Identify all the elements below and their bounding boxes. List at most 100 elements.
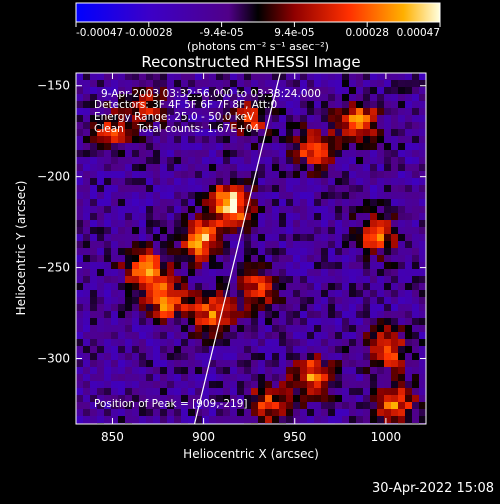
heatmap-cell — [405, 178, 413, 186]
heatmap-cell — [167, 220, 175, 228]
heatmap-cell — [419, 241, 426, 249]
heatmap-cell — [363, 178, 371, 186]
heatmap-cell — [377, 206, 385, 214]
heatmap-cell — [223, 227, 231, 235]
heatmap-cell — [321, 262, 329, 270]
heatmap-cell — [195, 136, 203, 144]
heatmap-cell — [279, 213, 287, 221]
heatmap-cell — [307, 346, 315, 354]
heatmap-cell — [412, 115, 420, 123]
heatmap-cell — [328, 220, 336, 228]
heatmap-cell — [258, 409, 266, 417]
heatmap-cell — [307, 136, 315, 144]
heatmap-cell — [391, 409, 399, 417]
heatmap-cell — [377, 262, 385, 270]
heatmap-cell — [258, 178, 266, 186]
heatmap-cell — [202, 269, 210, 277]
heatmap-cell — [272, 129, 280, 137]
heatmap-cell — [174, 87, 182, 95]
heatmap-cell — [125, 276, 133, 284]
heatmap-cell — [146, 122, 154, 130]
heatmap-cell — [314, 353, 322, 361]
heatmap-cell — [384, 157, 392, 165]
heatmap-cell — [370, 94, 378, 102]
heatmap-cell — [188, 297, 196, 305]
heatmap-cell — [293, 262, 301, 270]
heatmap-cell — [111, 150, 119, 158]
heatmap-cell — [251, 409, 259, 417]
heatmap-cell — [356, 262, 364, 270]
heatmap-cell — [202, 157, 210, 165]
heatmap-cell — [398, 213, 406, 221]
heatmap-cell — [223, 332, 231, 340]
heatmap-cell — [286, 360, 294, 368]
heatmap-cell — [118, 409, 126, 417]
heatmap-cell — [265, 395, 273, 403]
heatmap-cell — [132, 395, 140, 403]
plot-frame — [75, 72, 427, 425]
heatmap-cell — [272, 332, 280, 340]
heatmap-cell — [265, 367, 273, 375]
heatmap-cell — [412, 220, 420, 228]
heatmap-cell — [132, 339, 140, 347]
heatmap-cell — [384, 388, 392, 396]
heatmap-cell — [377, 108, 385, 116]
heatmap-cell — [384, 80, 392, 88]
heatmap-cell — [405, 318, 413, 326]
heatmap-cell — [328, 87, 336, 95]
heatmap-cell — [181, 318, 189, 326]
heatmap-cell — [391, 171, 399, 179]
heatmap-cell — [125, 360, 133, 368]
heatmap-cell — [237, 311, 245, 319]
heatmap-cell — [153, 80, 161, 88]
heatmap-cell — [251, 164, 259, 172]
heatmap-cell — [293, 115, 301, 123]
heatmap-cell — [209, 164, 217, 172]
heatmap-cell — [314, 395, 322, 403]
heatmap-cell — [405, 80, 413, 88]
heatmap-cell — [265, 136, 273, 144]
heatmap-cell — [321, 395, 329, 403]
heatmap-cell — [139, 339, 147, 347]
heatmap-cell — [216, 227, 224, 235]
heatmap-cell — [328, 395, 336, 403]
heatmap-cell — [216, 73, 224, 81]
heatmap-cell — [230, 143, 238, 151]
heatmap-cell — [412, 101, 420, 109]
heatmap-cell — [265, 304, 273, 312]
heatmap-cell — [153, 136, 161, 144]
heatmap-cell — [202, 332, 210, 340]
heatmap-cell — [244, 416, 252, 424]
heatmap-cell — [167, 381, 175, 389]
heatmap-cell — [335, 206, 343, 214]
heatmap-cell — [90, 73, 98, 81]
annotation-detectors: Detectors: 3F 4F 5F 6F 7F 8F, Att:0 — [94, 99, 277, 111]
heatmap-cell — [265, 171, 273, 179]
heatmap-cell — [398, 304, 406, 312]
heatmap-cell — [335, 367, 343, 375]
heatmap-cell — [377, 227, 385, 235]
heatmap-cell — [370, 150, 378, 158]
heatmap-cell — [188, 346, 196, 354]
heatmap-cell — [405, 367, 413, 375]
heatmap-cell — [314, 115, 322, 123]
heatmap-cell — [230, 255, 238, 263]
heatmap-cell — [279, 381, 287, 389]
heatmap-cell — [202, 115, 210, 123]
heatmap-cell — [251, 346, 259, 354]
heatmap-cell — [251, 360, 259, 368]
heatmap-cell — [104, 171, 112, 179]
heatmap-cell — [307, 248, 315, 256]
heatmap-cell — [97, 164, 105, 172]
heatmap-cell — [314, 255, 322, 263]
heatmap-cell — [349, 248, 357, 256]
heatmap-cell — [265, 157, 273, 165]
heatmap-cell — [349, 199, 357, 207]
heatmap-cell — [132, 178, 140, 186]
heatmap-cell — [188, 122, 196, 130]
heatmap-cell — [398, 171, 406, 179]
heatmap-cell — [76, 73, 84, 81]
heatmap-cell — [139, 143, 147, 151]
heatmap-cell — [412, 136, 420, 144]
heatmap-cell — [286, 164, 294, 172]
